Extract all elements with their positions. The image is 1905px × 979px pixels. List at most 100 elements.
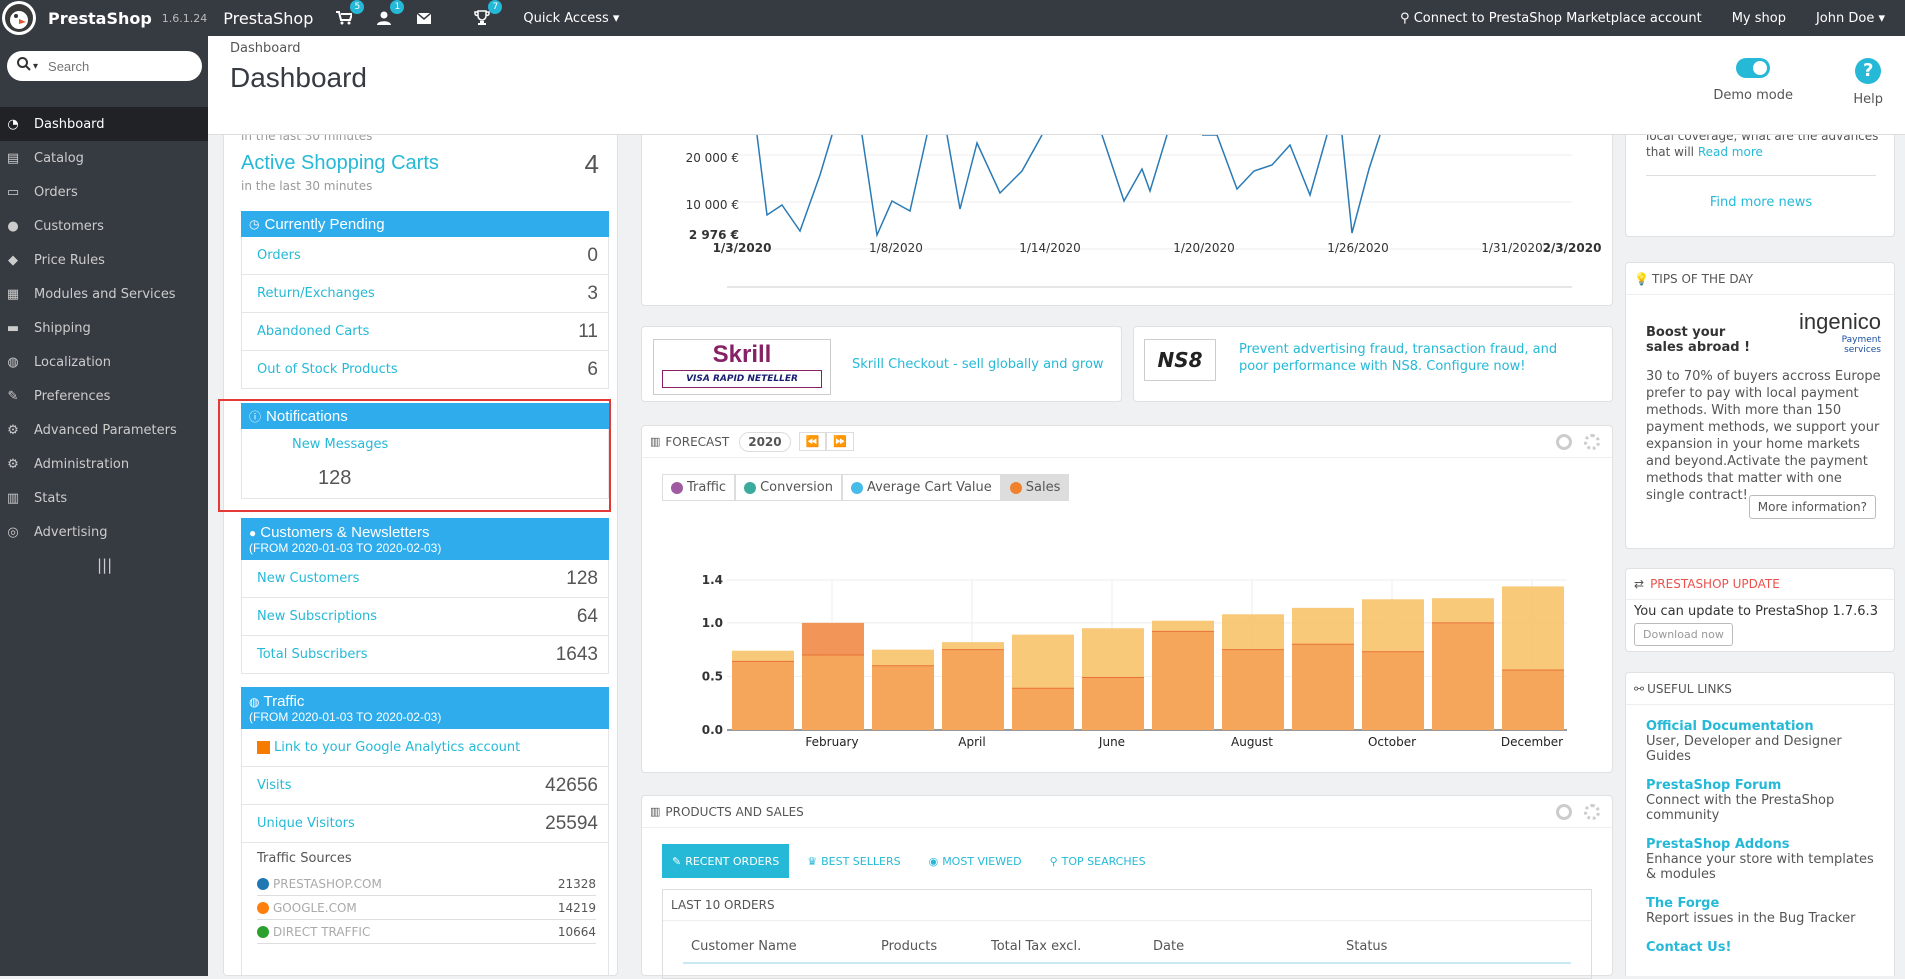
x-tick-label: 1/20/2020 <box>1173 241 1235 255</box>
tab-sales[interactable]: Sales <box>1000 474 1070 501</box>
toggle-switch-icon[interactable] <box>1736 58 1771 78</box>
ns8-link[interactable]: Prevent advertising fraud, transaction f… <box>1239 342 1558 374</box>
useful-link-item: PrestaShop Forum Connect with the PrestaS… <box>1646 778 1894 823</box>
sidebar-item-preferences[interactable]: ✎ Preferences <box>0 379 208 413</box>
truck-icon: ▬ <box>6 320 20 336</box>
pending-link[interactable]: Abandoned Carts <box>257 324 370 339</box>
refresh-icon[interactable] <box>1584 804 1600 820</box>
config-icon[interactable] <box>1556 434 1572 450</box>
find-more-news-link[interactable]: Find more news <box>1709 195 1813 210</box>
news-cut-line: local coverage, what are the advances <box>1646 135 1879 143</box>
quick-access-menu[interactable]: Quick Access ▾ <box>523 11 619 26</box>
pending-link[interactable]: Return/Exchanges <box>257 286 375 301</box>
bar-sales-forecast <box>732 650 794 662</box>
tab-top-searches[interactable]: ⚲ TOP SEARCHES <box>1040 844 1156 878</box>
sidebar-item-stats[interactable]: ▥ Stats <box>0 481 208 515</box>
ingenico-sub2: services <box>1844 345 1881 355</box>
demo-mode-toggle[interactable]: Demo mode <box>1713 58 1793 103</box>
tab-recent-orders[interactable]: ✎ RECENT ORDERS <box>662 844 790 878</box>
more-information-button[interactable]: More information? <box>1748 495 1876 519</box>
sidebar-item-price-rules[interactable]: ◆ Price Rules <box>0 243 208 277</box>
customers-value: 128 <box>566 567 598 589</box>
column-header[interactable]: Customer Name <box>691 939 797 954</box>
collapse-sidebar-icon[interactable]: ||| <box>97 556 113 574</box>
breadcrumb[interactable]: Dashboard <box>230 41 301 56</box>
traffic-link[interactable]: Unique Visitors <box>257 816 355 831</box>
column-header[interactable]: Products <box>881 939 938 954</box>
customers-link[interactable]: New Customers <box>257 571 360 586</box>
new-messages-value: 128 <box>318 467 352 489</box>
pending-link[interactable]: Orders <box>257 248 301 263</box>
active-carts-title[interactable]: Active Shopping Carts <box>241 152 439 174</box>
logo[interactable]: PrestaShop 1.6.1.24 <box>0 0 207 36</box>
tab-traffic[interactable]: Traffic <box>662 474 736 501</box>
forecast-year[interactable]: 2020 <box>739 431 791 452</box>
search-icon[interactable] <box>17 57 31 75</box>
search-box[interactable]: ▾ <box>7 51 202 81</box>
products-tabs: ✎ RECENT ORDERS ♛ BEST SELLERS ◉ MOST VIEWED ⚲… <box>662 844 1156 878</box>
tab-label: BEST SELLERS <box>821 854 901 868</box>
forecast-tabs: Traffic Conversion Average Cart Value Sales <box>662 474 1070 501</box>
sidebar-item-advanced-parameters[interactable]: ⚙ Advanced Parameters <box>0 413 208 447</box>
caret-down-icon[interactable]: ▾ <box>33 60 39 72</box>
line-chart: 20 000 € 10 000 € 2 976 € 1/3/2020 1/8/2020… <box>686 134 1601 288</box>
customers-link[interactable]: Total Subscribers <box>257 647 368 662</box>
cart-icon[interactable]: 5 <box>335 0 365 27</box>
sidebar-item-administration[interactable]: ⚙ Administration <box>0 447 208 481</box>
sidebar-item-advertising[interactable]: ◎ Advertising <box>0 515 208 549</box>
next-year-icon[interactable]: ⏩ <box>826 432 855 451</box>
marketplace-link[interactable]: ⚲ Connect to PrestaShop Marketplace acco… <box>1400 11 1702 26</box>
tab-conversion[interactable]: Conversion <box>735 474 842 501</box>
sidebar-item-shipping[interactable]: ▬ Shipping <box>0 311 208 345</box>
ns8-ad[interactable]: NS8 Prevent advertising fraud, transacti… <box>1133 326 1613 402</box>
sidebar-item-modules-and-services[interactable]: ▦ Modules and Services <box>0 277 208 311</box>
useful-link-desc: Enhance your store with templates & modu… <box>1646 852 1874 882</box>
user-menu[interactable]: John Doe ▾ <box>1816 11 1885 26</box>
tags-icon: ◆ <box>8 252 18 268</box>
useful-link[interactable]: Official Documentation <box>1646 719 1814 734</box>
sidebar-item-customers[interactable]: ● Customers <box>0 209 208 243</box>
previous-year-icon[interactable]: ⏪ <box>798 432 827 451</box>
sidebar-item-localization[interactable]: ◍ Localization <box>0 345 208 379</box>
sidebar-item-orders[interactable]: ▭ Orders <box>0 175 208 209</box>
useful-link[interactable]: Contact Us! <box>1646 940 1732 955</box>
bar-sales <box>1012 688 1074 730</box>
help-button[interactable]: ? Help <box>1853 58 1883 107</box>
traffic-link[interactable]: Visits <box>257 778 292 793</box>
ga-link[interactable]: Link to your Google Analytics account <box>274 740 521 755</box>
tab-average-cart-value[interactable]: Average Cart Value <box>841 474 1001 501</box>
skrill-link[interactable]: Skrill Checkout - sell globally and grow <box>852 357 1104 372</box>
analytics-icon <box>257 741 270 754</box>
column-header[interactable]: Date <box>1153 939 1185 954</box>
tab-icon: ✎ <box>672 854 682 868</box>
user-icon[interactable]: 1 <box>375 0 405 27</box>
useful-link[interactable]: PrestaShop Addons <box>1646 837 1790 852</box>
skrill-payment-brands: VISA RAPID NETELLER <box>662 370 822 388</box>
my-shop-link[interactable]: My shop <box>1731 10 1786 26</box>
tab-most-viewed[interactable]: ◉ MOST VIEWED <box>919 844 1032 878</box>
sidebar-item-catalog[interactable]: ▤ Catalog <box>0 141 208 175</box>
customers-link[interactable]: New Subscriptions <box>257 609 378 624</box>
search-input[interactable] <box>48 58 189 74</box>
tab-best-sellers[interactable]: ♛ BEST SELLERS <box>797 844 910 878</box>
pending-link[interactable]: Out of Stock Products <box>257 362 398 377</box>
download-now-button[interactable]: Download now <box>1634 623 1733 646</box>
column-header[interactable]: Status <box>1346 939 1388 954</box>
trophy-icon[interactable]: 7 <box>473 0 503 27</box>
pending-value: 3 <box>587 282 598 304</box>
skrill-ad[interactable]: Skrill VISA RAPID NETELLER Skrill Checko… <box>641 326 1122 402</box>
customers-row: Total Subscribers 1643 <box>241 636 609 674</box>
refresh-icon: ⇄ <box>1634 577 1645 591</box>
sidebar-item-dashboard[interactable]: ◔ Dashboard <box>0 107 208 141</box>
shop-name[interactable]: PrestaShop <box>223 8 314 28</box>
useful-link[interactable]: The Forge <box>1646 896 1720 911</box>
envelope-icon[interactable] <box>415 9 433 27</box>
x-tick-label: 1/8/2020 <box>869 241 923 255</box>
useful-link[interactable]: PrestaShop Forum <box>1646 778 1782 793</box>
globe-icon: ◍ <box>249 694 260 709</box>
config-icon[interactable] <box>1556 804 1572 820</box>
read-more-link[interactable]: Read more <box>1697 145 1763 159</box>
new-messages-link[interactable]: New Messages <box>292 437 389 452</box>
refresh-icon[interactable] <box>1584 434 1600 450</box>
column-header[interactable]: Total Tax excl. <box>991 939 1082 954</box>
